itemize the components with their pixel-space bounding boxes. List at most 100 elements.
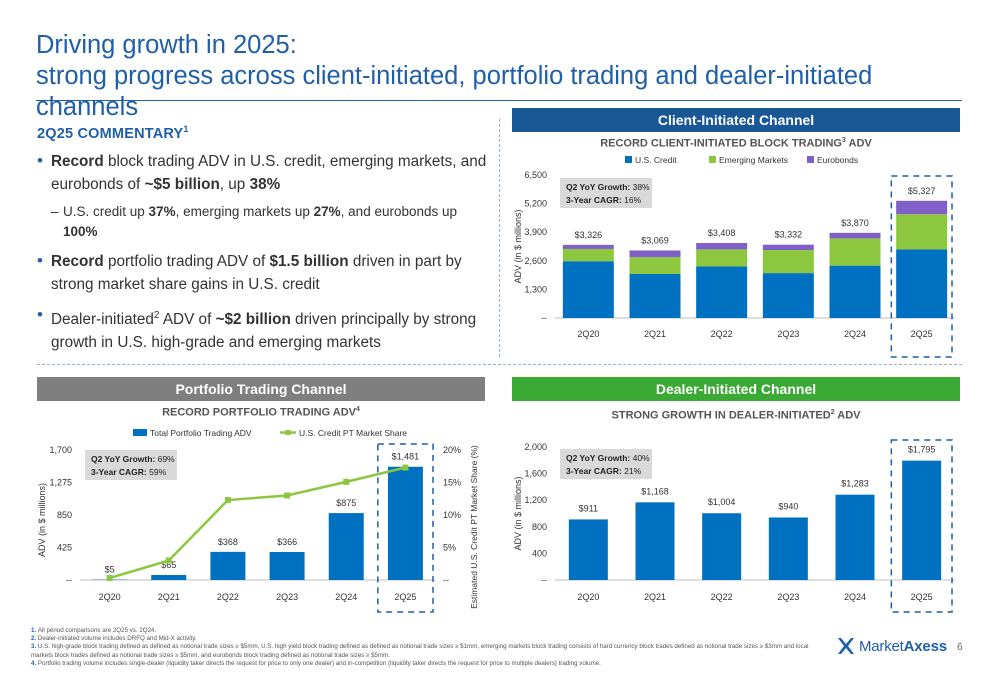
y-tick-label: 1,275 <box>49 478 72 488</box>
market-share-marker <box>343 478 350 485</box>
page-number: 6 <box>957 642 963 653</box>
client-callout-yoy: Q2 YoY Growth: 38% <box>566 182 650 192</box>
x-tick-label: 2Q22 <box>217 592 239 602</box>
market-share-marker <box>284 492 291 499</box>
bar <box>768 517 808 580</box>
bar-segment <box>829 232 881 239</box>
x-tick-label: 2Q25 <box>394 592 416 602</box>
bar <box>387 466 423 580</box>
client-chart-title: RECORD CLIENT-INITIATED BLOCK TRADING3 A… <box>600 137 872 150</box>
x-tick-label: 2Q24 <box>335 592 357 602</box>
footnote-4: 4. Portfolio trading volume includes sin… <box>31 660 821 668</box>
y-tick-label: 2,000 <box>524 442 547 452</box>
bar-segment <box>762 244 814 251</box>
y-tick-label: -- <box>66 575 72 585</box>
y-tick-label: 800 <box>532 522 547 532</box>
x-tick-label: 2Q22 <box>711 592 733 602</box>
x-tick-label: 2Q23 <box>276 592 298 602</box>
title-line-1: Driving growth in 2025: <box>36 31 297 59</box>
y-tick-label: -- <box>541 313 547 323</box>
y-tick-label: 1,300 <box>524 284 547 294</box>
legend-label-total-pt-adv: Total Portfolio Trading ADV <box>150 428 252 438</box>
x-tick-label: 2Q25 <box>911 329 933 339</box>
data-label: $5 <box>105 565 115 575</box>
data-label: $1,168 <box>641 486 669 496</box>
bar-segment <box>562 248 614 262</box>
market-share-marker <box>165 557 172 564</box>
x-tick-label: 2Q21 <box>158 592 180 602</box>
portfolio-callout-yoy: Q2 YoY Growth: 69% <box>91 454 175 464</box>
y-right-axis-label: Estimated U.S. Credit PT Market Share (%… <box>469 445 479 609</box>
y-tick-label: 1,600 <box>524 469 547 479</box>
y-tick-label: 400 <box>532 548 547 558</box>
footnote-3: 3. U.S. high-grade block trading defined… <box>31 643 821 659</box>
marketaxess-logo: MarketAxess <box>836 636 947 656</box>
x-tick-label: 2Q24 <box>844 329 866 339</box>
bullet-block-trading: Record block trading ADV in U.S. credit,… <box>37 149 495 196</box>
x-tick-label: 2Q24 <box>844 592 866 602</box>
data-label: $940 <box>778 501 798 511</box>
data-label: $3,870 <box>841 218 869 228</box>
y-axis-label: ADV (in $ millions) <box>513 476 523 550</box>
vertical-divider <box>499 119 500 357</box>
dealer-callout-box <box>560 449 652 479</box>
data-label: $5,327 <box>908 186 936 196</box>
legend-marker-pt-market-share <box>285 430 291 435</box>
y-right-tick-label: 10% <box>443 510 461 520</box>
legend-swatch-eurobonds <box>807 156 814 163</box>
legend-label-u-s-credit: U.S. Credit <box>635 155 677 165</box>
client-callout-box <box>560 178 652 208</box>
title-line-2: strong progress across client-initiated,… <box>36 62 873 121</box>
bullet-dealer-initiated: Dealer-initiated2 ADV of ~$2 billion dri… <box>37 303 495 354</box>
portfolio-highlight-box <box>377 443 434 613</box>
client-callout-cagr: 3-Year CAGR: 16% <box>566 195 642 205</box>
bar-segment <box>629 274 681 318</box>
data-label: $3,326 <box>575 230 603 240</box>
x-tick-label: 2Q21 <box>644 592 666 602</box>
legend-label-eurobonds: Eurobonds <box>817 155 858 165</box>
data-label: $65 <box>161 560 176 570</box>
portfolio-chart-title: RECORD PORTFOLIO TRADING ADV4 <box>162 406 360 419</box>
data-label: $3,069 <box>641 235 669 245</box>
data-label: $366 <box>277 537 297 547</box>
data-label: $3,408 <box>708 228 736 238</box>
bar <box>835 494 875 580</box>
dealer-highlight-box <box>890 439 953 613</box>
dealer-chart-title: STRONG GROWTH IN DEALER-INITIATED2 ADV <box>611 409 861 422</box>
market-share-marker <box>106 575 113 582</box>
footnote-number: 4. <box>31 659 38 667</box>
y-right-tick-label: 15% <box>443 478 461 488</box>
data-label: $911 <box>579 503 598 513</box>
bar-segment <box>896 249 948 318</box>
bar <box>702 513 742 580</box>
bar-segment <box>629 257 681 274</box>
x-tick-label: 2Q20 <box>577 329 599 339</box>
legend-label-emerging-markets: Emerging Markets <box>719 155 788 165</box>
footnote-number: 1. <box>31 627 38 634</box>
bar-segment <box>562 244 614 249</box>
x-tick-label: 2Q25 <box>911 592 933 602</box>
bar <box>902 460 942 580</box>
client-channel-header: Client-Initiated Channel <box>512 108 960 132</box>
bar <box>635 502 675 580</box>
footnote-text: Portfolio trading volume includes single… <box>37 659 601 667</box>
footnote-number: 2. <box>31 635 38 643</box>
y-tick-label: 3,900 <box>524 227 547 237</box>
y-right-tick-label: -- <box>443 575 449 585</box>
client-highlight-box <box>890 175 953 358</box>
dealer-callout-yoy: Q2 YoY Growth: 40% <box>566 453 650 463</box>
horizontal-divider <box>37 364 962 365</box>
footnote-2: 2. Dealer-initiated volume includes DRFQ… <box>31 635 821 643</box>
title-divider <box>36 100 962 101</box>
x-tick-label: 2Q20 <box>99 592 121 602</box>
bar <box>269 552 305 580</box>
data-label: $3,332 <box>775 230 803 240</box>
y-tick-label: 425 <box>57 543 72 553</box>
commentary-heading: 2Q25 COMMENTARY1 <box>37 124 189 142</box>
footnote-number: 3. <box>31 643 38 651</box>
bar-segment <box>896 214 948 250</box>
bar <box>210 551 246 580</box>
bar-segment <box>696 243 748 250</box>
legend-swatch-emerging-markets <box>709 156 716 163</box>
bar-segment <box>562 261 614 318</box>
